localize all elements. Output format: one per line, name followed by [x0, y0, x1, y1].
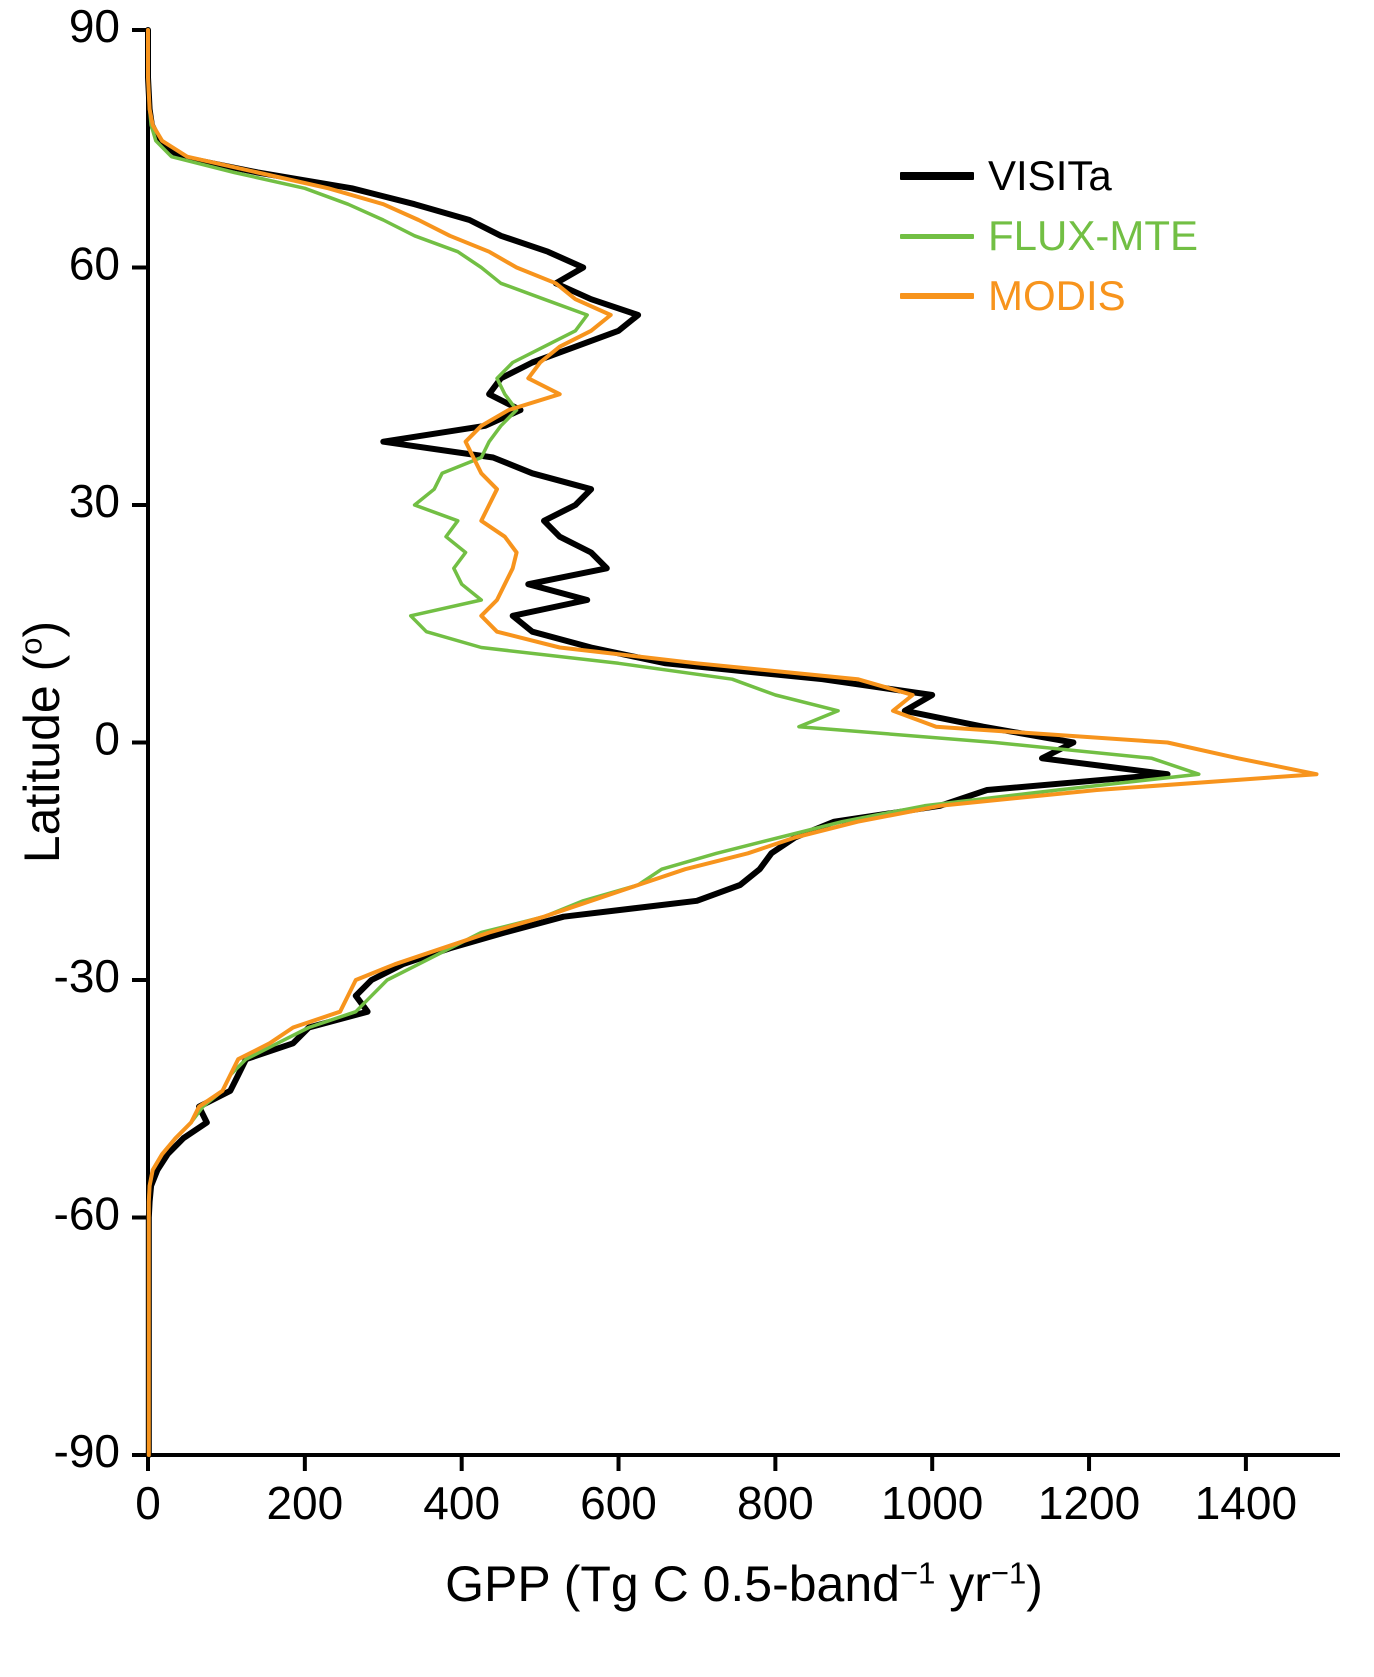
x-tick-label: 1000	[881, 1477, 983, 1529]
x-tick-label: 600	[580, 1477, 657, 1529]
legend-item-flux-mte: FLUX-MTE	[900, 206, 1198, 266]
y-tick-label: 30	[69, 475, 120, 527]
legend-label-modis: MODIS	[988, 272, 1126, 319]
x-tick-label: 800	[737, 1477, 814, 1529]
y-tick-label: -60	[54, 1188, 120, 1240]
x-tick-label: 400	[423, 1477, 500, 1529]
y-tick-label: 60	[69, 238, 120, 290]
y-tick-label: -30	[54, 950, 120, 1002]
legend-item-visita: VISITa	[900, 146, 1198, 206]
x-tick-label: 200	[266, 1477, 343, 1529]
legend-line-swatch-flux-mte	[900, 233, 974, 239]
legend-label-flux-mte: FLUX-MTE	[988, 212, 1198, 259]
legend-line-swatch-modis	[900, 293, 974, 299]
y-tick-label: 90	[69, 0, 120, 52]
y-tick-label: -90	[54, 1425, 120, 1477]
series-line-modis	[146, 28, 1319, 1457]
x-tick-label: 0	[135, 1477, 161, 1529]
legend-label-visita: VISITa	[988, 152, 1112, 199]
x-tick-label: 1400	[1195, 1477, 1297, 1529]
legend-item-modis: MODIS	[900, 266, 1198, 326]
x-tick-label: 1200	[1038, 1477, 1140, 1529]
x-axis-title: GPP (Tg C 0.5-band−1 yr−1)	[445, 1555, 1043, 1612]
legend: VISITa FLUX-MTE MODIS	[900, 146, 1198, 326]
y-axis-title: Latitude (o)	[13, 620, 70, 864]
y-tick-label: 0	[94, 713, 120, 765]
legend-line-swatch-visita	[900, 171, 974, 181]
